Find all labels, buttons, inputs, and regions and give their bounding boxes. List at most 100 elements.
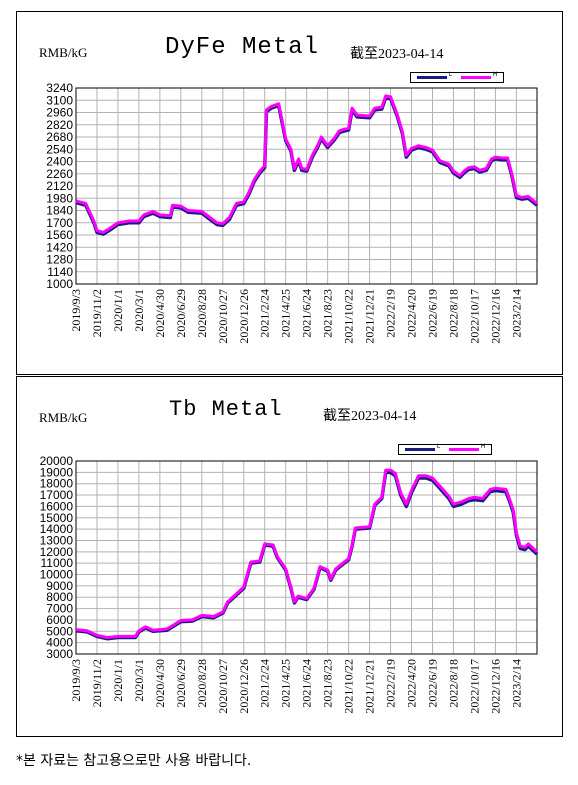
y-tick-label: 2260 bbox=[46, 167, 73, 181]
x-tick-label: 2019/11/2 bbox=[90, 659, 104, 707]
tb-unit-label: RMB/kG bbox=[39, 410, 88, 425]
x-tick-label: 2022/4/20 bbox=[405, 289, 419, 338]
y-tick-label: 16000 bbox=[40, 499, 74, 513]
x-tick-label: 2022/12/16 bbox=[488, 659, 502, 714]
y-tick-label: 3000 bbox=[46, 647, 73, 661]
y-tick-label: 15000 bbox=[40, 511, 74, 525]
legend-swatch-low bbox=[417, 76, 447, 79]
legend-label-high: H bbox=[481, 444, 486, 450]
x-tick-label: 2022/10/17 bbox=[467, 659, 481, 714]
dyfe-legend: L H bbox=[410, 72, 504, 83]
x-tick-label: 2021/2/24 bbox=[258, 659, 272, 708]
x-tick-label: 2022/2/19 bbox=[384, 659, 398, 708]
legend-swatch-high bbox=[449, 448, 479, 451]
x-tick-label: 2021/10/22 bbox=[342, 289, 356, 344]
x-tick-label: 2022/8/18 bbox=[446, 289, 460, 338]
x-tick-label: 2021/6/24 bbox=[300, 289, 314, 338]
x-tick-label: 2020/4/30 bbox=[153, 659, 167, 708]
dyfe-chart-panel: RMB/kG DyFe Metal 截至2023-04-14 L H 1000 1… bbox=[16, 11, 563, 375]
y-tick-label: 9000 bbox=[46, 579, 73, 593]
x-tick-label: 2021/8/23 bbox=[321, 659, 335, 708]
legend-label-low: L bbox=[437, 444, 441, 450]
y-tick-label: 2820 bbox=[46, 118, 73, 132]
series-line-h bbox=[75, 94, 538, 234]
x-tick-label: 2020/6/29 bbox=[174, 289, 188, 338]
series-line-h bbox=[75, 468, 539, 639]
legend-label-high: H bbox=[493, 72, 498, 78]
x-tick-label: 2022/6/19 bbox=[425, 289, 439, 338]
x-tick-label: 2020/12/26 bbox=[237, 289, 251, 344]
x-tick-label: 2021/10/22 bbox=[342, 659, 356, 714]
y-tick-label: 3240 bbox=[46, 81, 73, 95]
y-tick-label: 1000 bbox=[46, 277, 73, 291]
y-tick-label: 10000 bbox=[40, 568, 74, 582]
y-tick-label: 2120 bbox=[46, 179, 73, 193]
y-tick-label: 13000 bbox=[40, 533, 74, 547]
y-tick-label: 2680 bbox=[46, 130, 73, 144]
x-tick-label: 2020/1/1 bbox=[111, 289, 125, 332]
y-tick-label: 8000 bbox=[46, 590, 73, 604]
y-tick-label: 4000 bbox=[46, 636, 73, 650]
x-tick-label: 2021/12/21 bbox=[363, 659, 377, 714]
x-tick-label: 2022/2/19 bbox=[384, 289, 398, 338]
y-tick-label: 2540 bbox=[46, 142, 73, 156]
tb-as-of-date: 截至2023-04-14 bbox=[323, 409, 417, 424]
x-tick-label: 2021/4/25 bbox=[279, 289, 293, 338]
x-tick-label: 2022/6/19 bbox=[425, 659, 439, 708]
x-tick-label: 2022/4/20 bbox=[405, 659, 419, 708]
x-tick-label: 2022/8/18 bbox=[446, 659, 460, 708]
y-tick-label: 18000 bbox=[40, 477, 74, 491]
disclaimer-footnote: *본 자료는 참고용으로만 사용 바랍니다. bbox=[16, 753, 252, 769]
x-tick-label: 2023/2/14 bbox=[509, 289, 523, 338]
tb-legend: L H bbox=[398, 444, 492, 455]
y-tick-label: 7000 bbox=[46, 602, 73, 616]
x-tick-label: 2020/4/30 bbox=[153, 289, 167, 338]
x-tick-label: 2020/3/1 bbox=[132, 289, 146, 332]
x-tick-label: 2019/9/3 bbox=[69, 289, 83, 332]
dyfe-chart-title: DyFe Metal bbox=[165, 34, 320, 61]
x-tick-label: 2020/12/26 bbox=[237, 659, 251, 714]
x-tick-label: 2020/10/27 bbox=[216, 659, 230, 714]
x-tick-label: 2020/6/29 bbox=[174, 659, 188, 708]
y-tick-label: 1140 bbox=[47, 265, 73, 279]
x-tick-label: 2019/11/2 bbox=[90, 289, 104, 337]
x-tick-label: 2023/2/14 bbox=[509, 659, 523, 708]
y-tick-label: 1560 bbox=[46, 228, 73, 242]
x-tick-label: 2021/12/21 bbox=[363, 289, 377, 344]
x-tick-label: 2022/10/17 bbox=[467, 289, 481, 344]
x-tick-label: 2021/6/24 bbox=[300, 659, 314, 708]
x-tick-label: 2020/8/28 bbox=[195, 289, 209, 338]
y-tick-label: 11000 bbox=[41, 556, 74, 570]
plot-border bbox=[75, 460, 538, 655]
dyfe-plot: 1000114012801420156017001840198021202260… bbox=[46, 81, 539, 344]
y-tick-label: 1980 bbox=[46, 191, 73, 205]
y-tick-label: 19000 bbox=[40, 465, 74, 479]
x-tick-label: 2020/3/1 bbox=[132, 659, 146, 702]
y-tick-label: 1420 bbox=[46, 240, 73, 254]
plot-border bbox=[75, 87, 538, 285]
x-tick-label: 2021/8/23 bbox=[321, 289, 335, 338]
x-tick-label: 2021/4/25 bbox=[279, 659, 293, 708]
y-tick-label: 1280 bbox=[46, 253, 73, 267]
y-tick-label: 3100 bbox=[46, 93, 73, 107]
y-tick-label: 1700 bbox=[46, 216, 73, 230]
y-tick-label: 2960 bbox=[46, 106, 73, 120]
x-tick-label: 2020/8/28 bbox=[195, 659, 209, 708]
dyfe-as-of-date: 截至2023-04-14 bbox=[350, 47, 444, 62]
y-tick-label: 2400 bbox=[46, 155, 73, 169]
y-tick-label: 12000 bbox=[40, 545, 74, 559]
dyfe-unit-label: RMB/kG bbox=[39, 45, 88, 60]
legend-swatch-high bbox=[461, 76, 491, 79]
y-tick-label: 17000 bbox=[40, 488, 74, 502]
y-tick-label: 14000 bbox=[40, 522, 74, 536]
tb-plot: 3000400050006000700080009000100001100012… bbox=[40, 454, 539, 714]
x-tick-label: 2021/2/24 bbox=[258, 289, 272, 338]
x-tick-label: 2020/1/1 bbox=[111, 659, 125, 702]
y-tick-label: 1840 bbox=[46, 204, 73, 218]
y-tick-label: 5000 bbox=[46, 624, 73, 638]
tb-chart-panel: RMB/kG Tb Metal 截至2023-04-14 L H 3000 400… bbox=[16, 376, 563, 737]
x-tick-label: 2022/12/16 bbox=[488, 289, 502, 344]
x-tick-label: 2020/10/27 bbox=[216, 289, 230, 344]
y-tick-label: 20000 bbox=[40, 454, 74, 468]
legend-label-low: L bbox=[449, 72, 453, 78]
